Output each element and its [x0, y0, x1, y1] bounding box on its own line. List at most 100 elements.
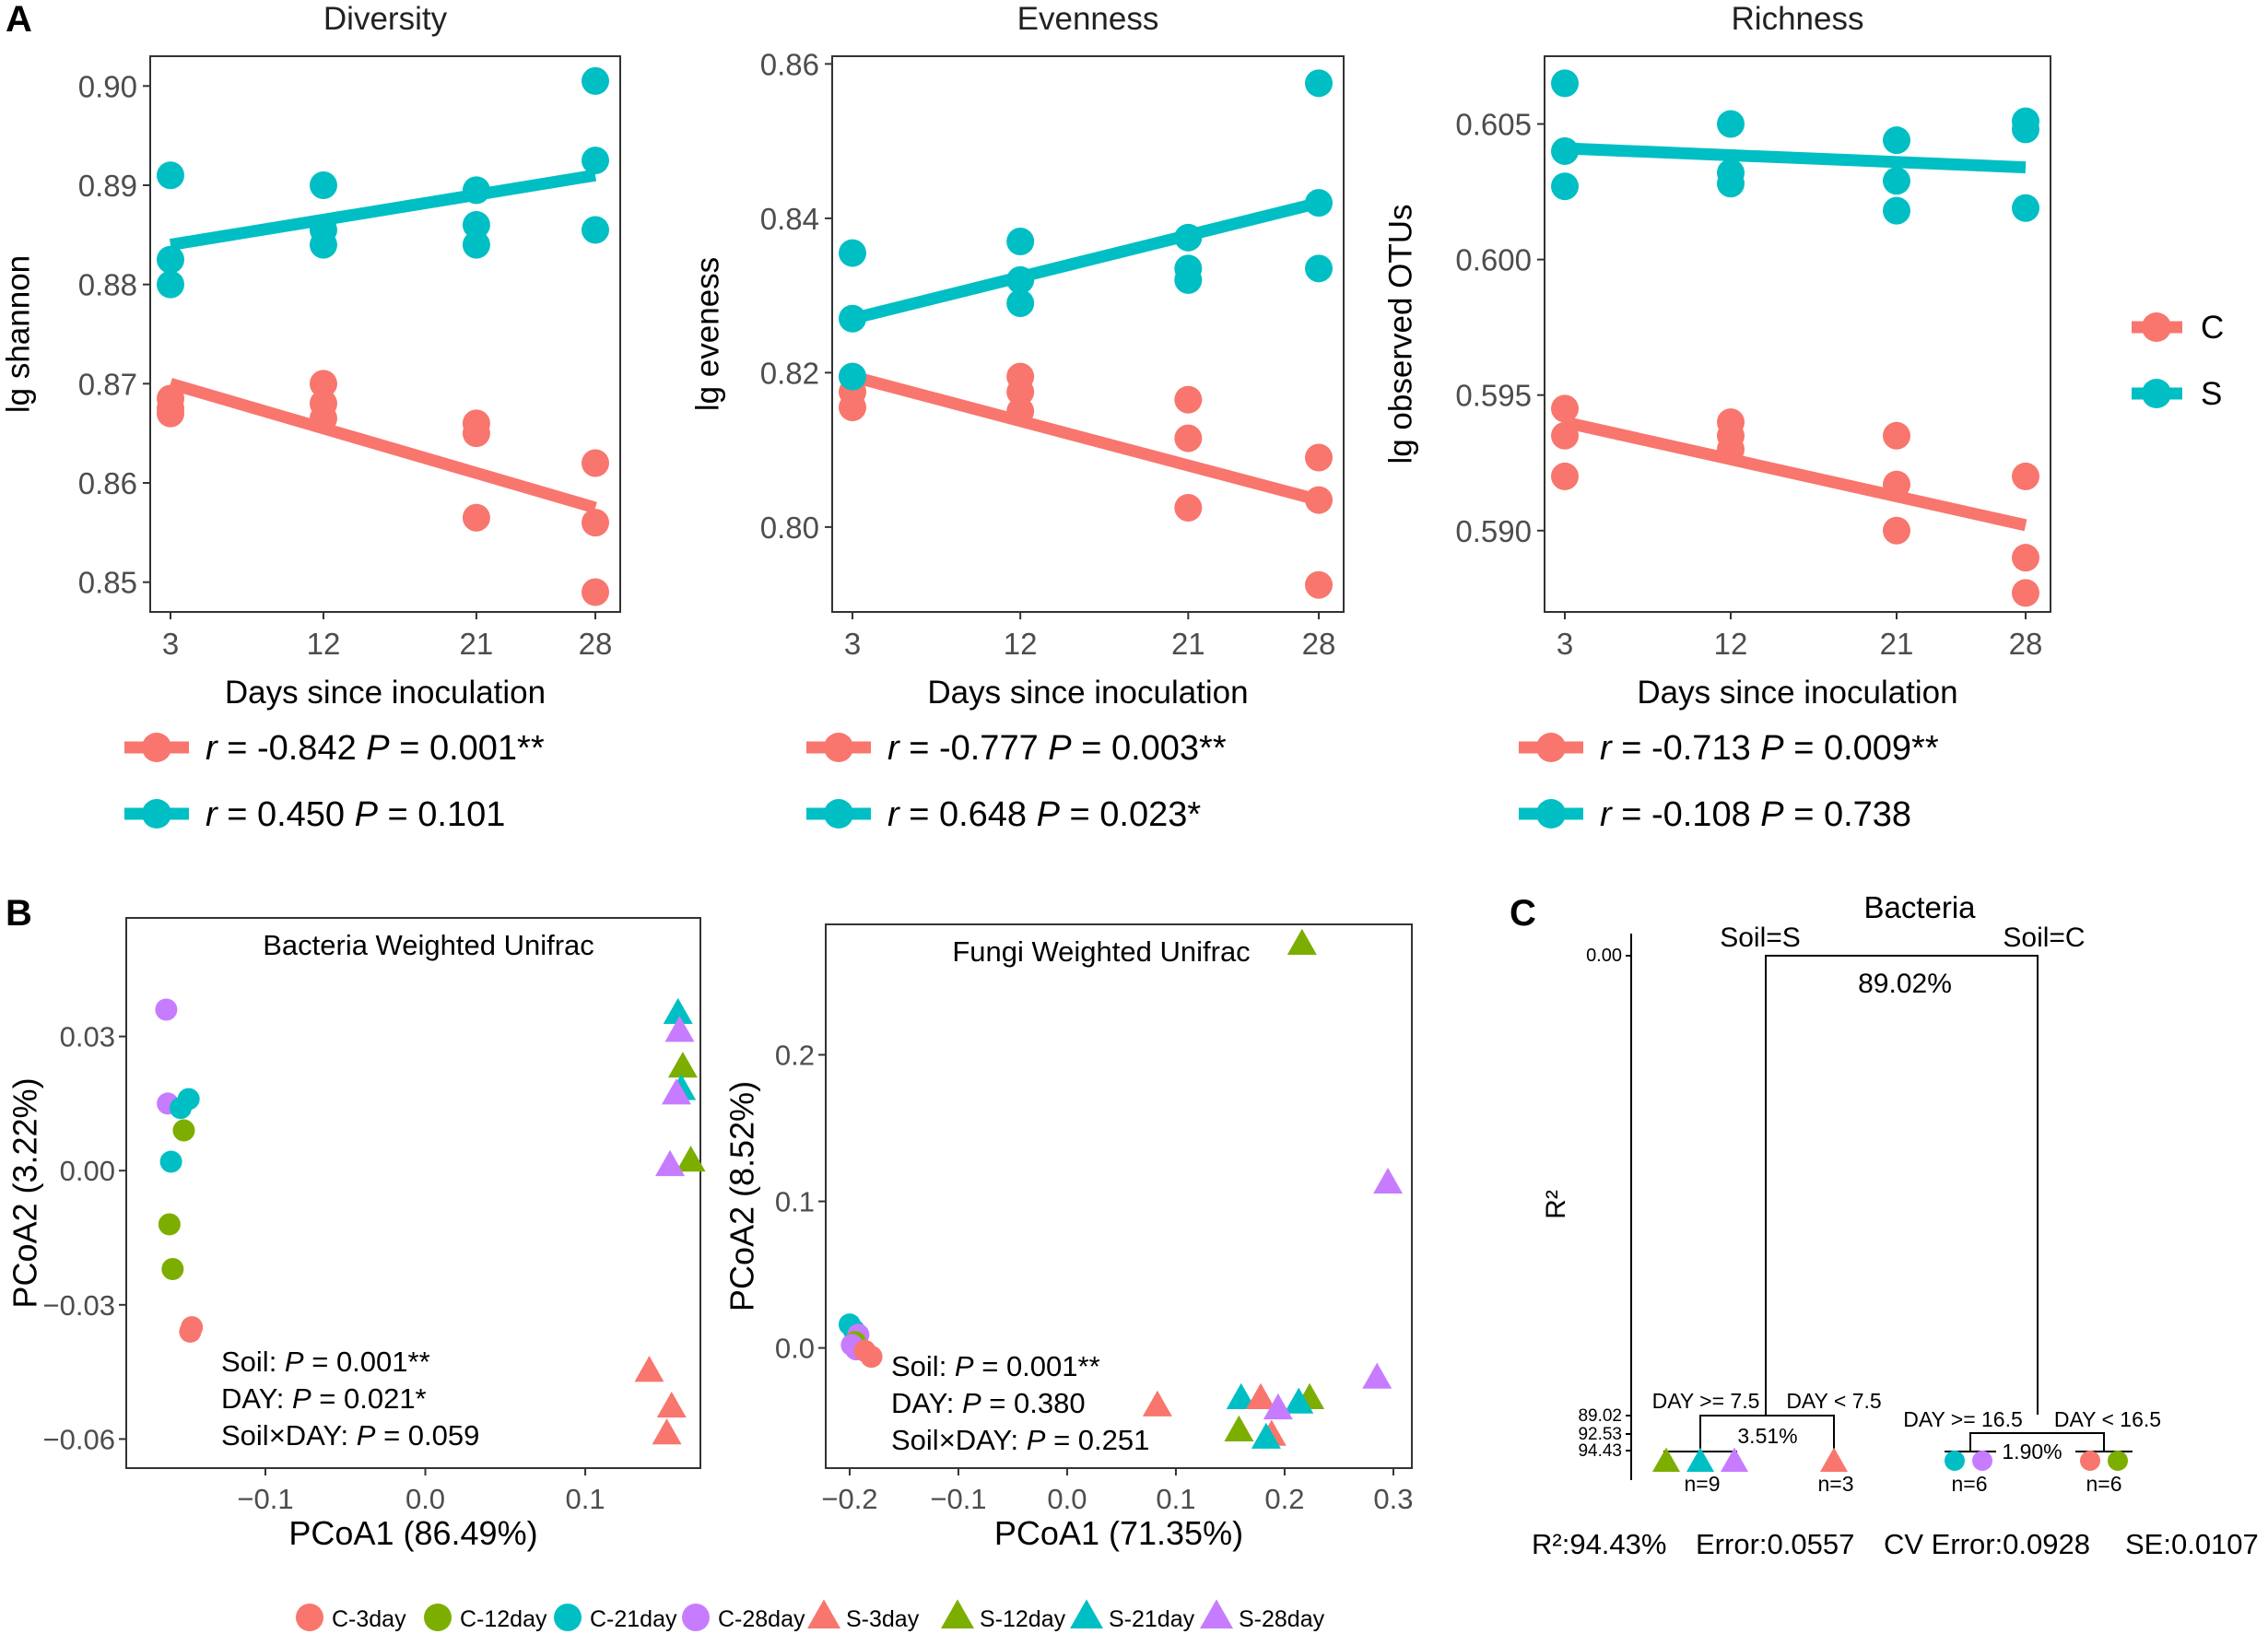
data-point [1006, 289, 1035, 317]
legend-key-S-28day [1200, 1599, 1233, 1629]
x-tick-label: 0.2 [1264, 1483, 1304, 1515]
data-point [1305, 189, 1333, 217]
panel-label-a: A [6, 0, 32, 40]
point-C-12day [161, 1258, 184, 1281]
left-branch [1699, 1415, 1835, 1452]
y-tick-label: −0.06 [43, 1423, 115, 1455]
chart-title: Evenness [1017, 1, 1159, 37]
data-point [309, 405, 337, 433]
legend-soil: CS [2132, 310, 2224, 412]
point-S-28day [1362, 1362, 1393, 1389]
factor-name: Soil×DAY: [221, 1419, 357, 1452]
legend-groups: C-3day C-12day C-21day C-28day S-3day S-12day… [296, 1599, 1325, 1632]
legend-key-S-12day [941, 1599, 974, 1629]
data-point [1717, 170, 1745, 198]
r-symbol: r [887, 729, 900, 768]
y-tick-label: 0.80 [760, 511, 819, 545]
split-label-left: Soil=S [1720, 923, 1801, 953]
point-C-3day [179, 1320, 202, 1343]
r-value: = 0.450 [217, 795, 355, 834]
plot-frame [1544, 55, 2051, 613]
p-symbol: P [1760, 795, 1784, 834]
data-point [1717, 435, 1745, 464]
permanova-stat: Soil: P = 0.001** [221, 1346, 430, 1378]
data-point [1883, 516, 1910, 545]
leaf-point-C-21day [1945, 1451, 1965, 1471]
data-point [462, 211, 490, 240]
stats-text-S: r = -0.108 P = 0.738 [1600, 795, 1911, 834]
data-point [2012, 544, 2039, 572]
p-symbol: P [955, 1350, 974, 1382]
split-label-right: Soil=C [2003, 923, 2085, 953]
y-tick-label: 0.03 [60, 1021, 115, 1053]
data-point [1174, 424, 1203, 453]
data-point [1174, 265, 1203, 294]
point-S-28day [664, 1016, 695, 1042]
chart-title: Diversity [323, 1, 448, 37]
data-point [1006, 228, 1035, 255]
data-point [1883, 470, 1910, 499]
point-C-21day [170, 1097, 193, 1120]
legend-key-C-3day [296, 1604, 323, 1631]
y-tick-label: 0.0 [775, 1333, 815, 1365]
r-symbol: r [206, 729, 218, 768]
data-point [1006, 378, 1035, 406]
p-symbol: P [1037, 795, 1061, 834]
data-point [309, 370, 337, 398]
root-explained: 89.02% [1858, 969, 1952, 999]
chart-bacteria-pcoa: Bacteria Weighted Unifrac 0.03 0.00 −0.03 −0… [6, 917, 706, 1552]
data-point [1174, 223, 1203, 252]
leaf-point-C-3day [2080, 1451, 2100, 1471]
panel-label-c: C [1510, 893, 1536, 934]
y-tick-label: 0.86 [760, 47, 819, 81]
p-value: = 0.009** [1784, 729, 1939, 768]
r2-tick-label: 94.43 [1578, 1441, 1622, 1461]
y-axis-label: PCoA2 (8.52%) [723, 1081, 761, 1311]
r-symbol: r [206, 795, 218, 834]
y-tick-label: 0.82 [760, 356, 819, 390]
y-tick-label: 0.605 [1455, 108, 1532, 142]
point-S-3day [1142, 1390, 1172, 1417]
y-tick-label: 0.2 [775, 1040, 815, 1072]
r2-axis-label: R² [1541, 1190, 1571, 1219]
factor-name: DAY: [221, 1382, 292, 1415]
r-value: = -0.842 [217, 729, 367, 768]
x-tick-label: 28 [1302, 627, 1336, 661]
p-symbol: P [1760, 729, 1784, 768]
x-tick-label: 21 [1880, 627, 1914, 661]
y-tick-label: −0.03 [43, 1289, 115, 1322]
p-value: = 0.001** [390, 729, 545, 768]
leaf-point-S-21day [1686, 1447, 1714, 1473]
data-point [1717, 110, 1745, 138]
r-value: = -0.713 [1612, 729, 1761, 768]
y-axis-label: PCoA2 (3.22%) [6, 1077, 44, 1308]
data-point [157, 399, 184, 428]
x-axis-label: Days since inoculation [225, 675, 546, 711]
r-value: = 0.648 [899, 795, 1037, 834]
footer-cv-error: CV Error:0.0928 [1884, 1528, 2090, 1560]
point-S-21day [1251, 1422, 1281, 1449]
point-S-12day [676, 1146, 706, 1172]
permanova-stat: Soil×DAY: P = 0.251 [891, 1424, 1149, 1456]
stats-key-point [142, 799, 171, 829]
plot-frame [149, 55, 621, 613]
factor-name: Soil: [891, 1350, 955, 1382]
series-S [1551, 69, 2039, 225]
permanova-stat: Soil: P = 0.001** [891, 1350, 1100, 1382]
data-point [839, 239, 866, 267]
stats-text-C: r = -0.713 P = 0.009** [1600, 729, 1939, 768]
legend-key-C-28day [682, 1604, 710, 1631]
x-axis-label: PCoA1 (86.49%) [288, 1514, 537, 1552]
point-S-21day [1284, 1387, 1314, 1414]
p-symbol: P [1027, 1424, 1046, 1456]
stats-key-point [824, 799, 853, 829]
data-point [2012, 462, 2039, 490]
p-value: = 0.251 [1045, 1424, 1149, 1456]
x-tick-label: 3 [844, 627, 861, 661]
data-point [462, 230, 490, 259]
data-point [2012, 115, 2039, 144]
y-axis-label: lg shannon [0, 255, 36, 413]
point-S-3day [634, 1356, 664, 1382]
point-C-12day [158, 1213, 181, 1236]
legend-label: C-21day [590, 1606, 677, 1632]
